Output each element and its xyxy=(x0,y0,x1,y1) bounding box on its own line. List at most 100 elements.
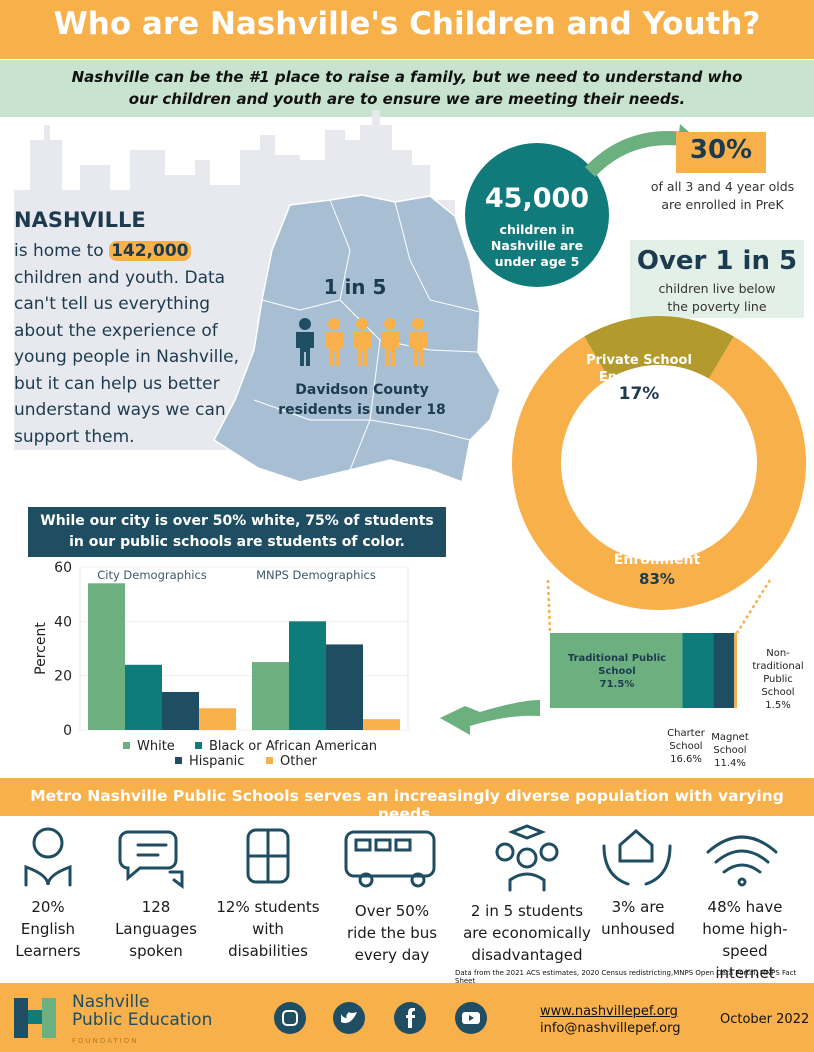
donut-value-label: 83% xyxy=(639,570,675,588)
head xyxy=(539,842,559,862)
subtitle: Nashville can be the #1 place to raise a… xyxy=(71,68,743,108)
head xyxy=(516,847,538,869)
legend-swatch xyxy=(123,742,130,749)
legend-label: Black or African American xyxy=(209,739,377,754)
bar xyxy=(289,621,326,730)
body xyxy=(296,332,314,366)
segment-label: Non-traditional Public School 1.5% xyxy=(752,647,804,712)
banner: Metro Nashville Public Schools serves an… xyxy=(30,787,784,823)
map-ratio: 1 in 5 xyxy=(323,275,387,299)
value-label: 11.4% xyxy=(714,758,746,769)
book xyxy=(24,864,72,887)
bar xyxy=(88,583,125,730)
need-label: 20% English Learners xyxy=(15,898,81,960)
instagram-icon[interactable] xyxy=(274,1002,306,1034)
value-label: 71.5% xyxy=(599,679,635,690)
stack-segment xyxy=(734,633,737,708)
window xyxy=(394,838,412,852)
category-label: City Demographics xyxy=(97,568,207,582)
bar xyxy=(252,662,289,730)
need-label: 12% students with disabilities xyxy=(216,898,320,960)
logo-part xyxy=(42,998,56,1038)
donut-segment xyxy=(584,315,734,379)
twitter-glyph xyxy=(341,1012,357,1024)
label: Non-traditional Public School xyxy=(752,648,804,698)
category-label: MNPS Demographics xyxy=(256,568,376,582)
skyline xyxy=(14,110,455,450)
person-icon xyxy=(296,318,314,366)
need-label: 2 in 5 students are economically disadva… xyxy=(463,902,591,964)
bubble xyxy=(118,830,178,882)
bar xyxy=(125,664,162,730)
stack-segment xyxy=(550,633,683,708)
bar xyxy=(162,691,199,730)
legend-swatch xyxy=(266,757,273,764)
donut-label: Public School Enrollment xyxy=(604,533,710,568)
connector xyxy=(546,579,552,634)
head xyxy=(495,842,515,862)
instagram-glyph xyxy=(282,1010,298,1026)
head xyxy=(384,318,396,330)
people-icons xyxy=(296,318,427,366)
under5-circle xyxy=(465,143,609,287)
label: Traditional Public School xyxy=(567,653,667,677)
label: Charter School xyxy=(667,728,705,752)
learner-icon xyxy=(24,827,72,887)
label: Magnet School xyxy=(711,732,749,756)
donut-segment xyxy=(511,336,806,610)
email[interactable]: info@nashvillepef.org xyxy=(540,1021,681,1036)
y-tick-label: 0 xyxy=(63,723,72,739)
under5-number: 45,000 xyxy=(484,183,590,214)
y-tick-label: 20 xyxy=(54,669,72,685)
bus-icon xyxy=(344,830,436,888)
org-line: FOUNDATION xyxy=(72,1037,139,1045)
y-tick-label: 40 xyxy=(54,614,72,630)
social-icons[interactable] xyxy=(274,1002,487,1034)
wifi-icon xyxy=(706,835,778,887)
house-icon xyxy=(602,829,672,886)
date: October 2022 xyxy=(720,1012,810,1027)
bar xyxy=(326,644,363,730)
students-icon xyxy=(495,824,559,892)
logo xyxy=(14,998,56,1038)
body xyxy=(508,872,546,892)
website[interactable]: www.nashvillepef.org xyxy=(540,1004,678,1019)
house xyxy=(618,829,654,863)
value-label: 1.5% xyxy=(765,700,791,711)
highlight: 142,000 xyxy=(109,241,191,261)
dot xyxy=(737,877,747,887)
bar xyxy=(199,708,236,730)
body xyxy=(325,332,343,366)
person-icon xyxy=(325,318,343,366)
map-caption: Davidson County residents is under 18 xyxy=(278,382,446,418)
segment-label: Charter School 16.6% xyxy=(662,727,710,766)
wheel xyxy=(410,872,426,888)
donut-value-label: 17% xyxy=(618,384,660,404)
facebook-glyph xyxy=(406,1008,415,1028)
prek-caption: of all 3 and 4 year olds are enrolled in… xyxy=(650,179,795,212)
donut-label: Private School Enrollment xyxy=(586,353,692,385)
logo-part xyxy=(14,998,28,1038)
source-note: Data from the 2021 ACS estimates, 2020 C… xyxy=(455,969,797,985)
header-band xyxy=(0,0,814,59)
poverty-caption: children live below the poverty line xyxy=(658,281,776,314)
under5-caption: children in Nashville are under age 5 xyxy=(490,222,584,269)
value-label: 16.6% xyxy=(670,754,702,765)
hands-lines xyxy=(246,828,290,884)
head xyxy=(356,318,368,330)
arrow xyxy=(440,700,540,735)
body xyxy=(409,332,427,366)
bubble-small xyxy=(168,870,184,889)
district-line xyxy=(253,399,471,441)
chart-title-box xyxy=(28,507,446,557)
body xyxy=(381,332,399,366)
legend-label: White xyxy=(137,739,175,754)
hands xyxy=(602,844,672,886)
youtube-play xyxy=(469,1015,474,1021)
prek-box xyxy=(676,132,766,173)
district-line xyxy=(394,201,481,313)
stack-segment xyxy=(682,633,714,708)
